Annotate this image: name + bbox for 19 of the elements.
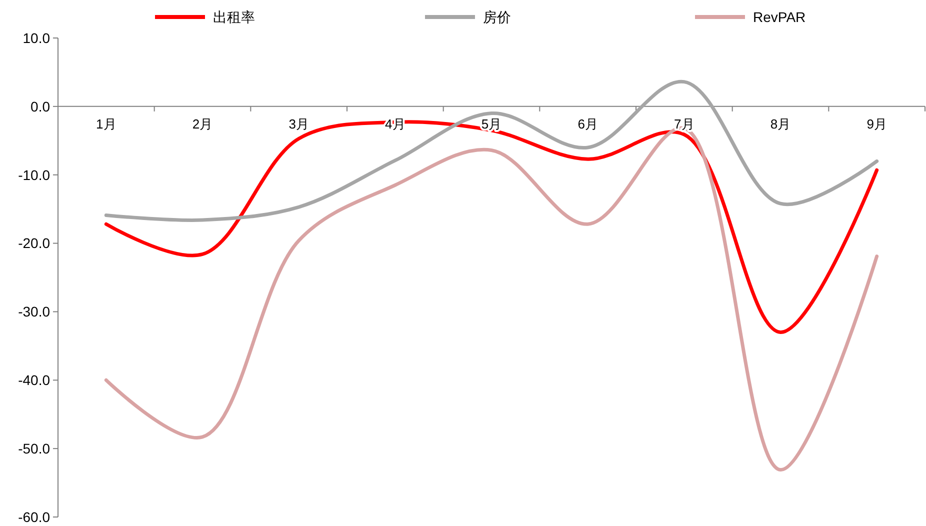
- y-tick-label: -50.0: [18, 440, 50, 456]
- y-tick-label: -40.0: [18, 372, 50, 388]
- x-tick-label: 9月: [866, 116, 887, 132]
- y-tick-label: -10.0: [18, 166, 50, 183]
- y-tick-label: 10.0: [22, 30, 50, 46]
- x-tick-label: 1月: [96, 116, 116, 132]
- legend-label: 房价: [483, 8, 511, 25]
- y-tick-label: -30.0: [18, 304, 50, 320]
- x-tick-label: 8月: [770, 116, 791, 132]
- x-tick-label: 5月: [481, 116, 502, 132]
- y-tick-label: -60.0: [18, 508, 50, 525]
- x-tick-label: 6月: [578, 116, 598, 132]
- x-tick-label: 2月: [192, 116, 213, 132]
- x-tick-label: 3月: [288, 116, 309, 132]
- legend-label: RevPAR: [753, 8, 806, 25]
- y-tick-label: 0.0: [30, 98, 50, 114]
- y-tick-label: -20.0: [18, 235, 50, 252]
- legend-label: 出租率: [213, 8, 255, 25]
- x-tick-label: 7月: [674, 116, 694, 132]
